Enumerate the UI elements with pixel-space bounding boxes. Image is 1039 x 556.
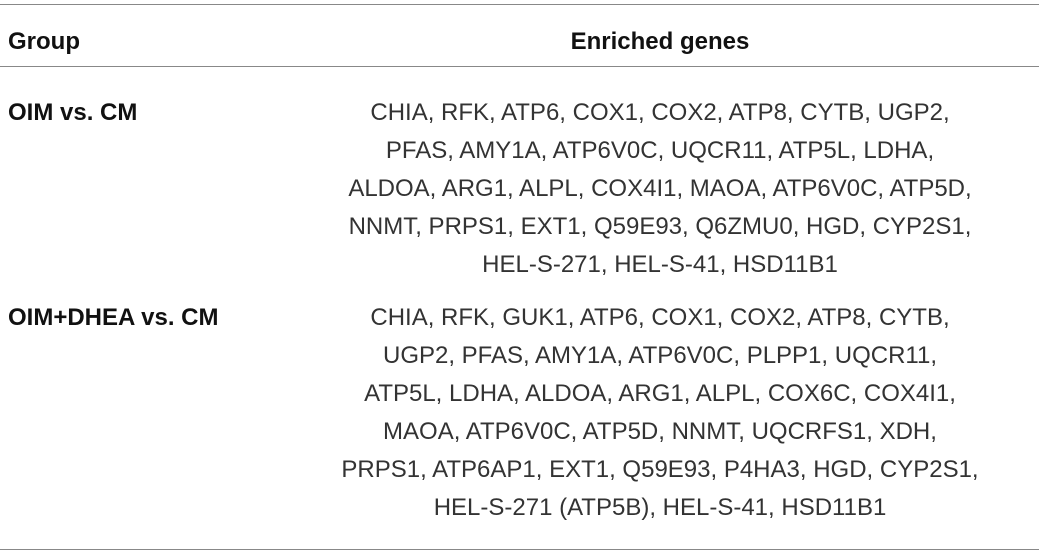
genes-line: HEL-S-271, HEL-S-41, HSD11B1 bbox=[482, 251, 838, 278]
genes-line: NNMT, PRPS1, EXT1, Q59E93, Q6ZMU0, HGD, … bbox=[348, 213, 972, 240]
header-cell: Enriched genes bbox=[570, 28, 750, 55]
genes-line: PFAS, AMY1A, ATP6V0C, UQCR11, ATP5L, LDH… bbox=[385, 137, 935, 164]
genes-line: PRPS1, ATP6AP1, EXT1, Q59E93, P4HA3, HGD… bbox=[341, 456, 979, 483]
genes-cell: CHIA, RFK, GUK1, ATP6, COX1, COX2, ATP8,… bbox=[280, 299, 1039, 527]
group-cell: OIM+DHEA vs. CM bbox=[8, 304, 219, 331]
genes-line: MAOA, ATP6V0C, ATP5D, NNMT, UQCRFS1, XDH… bbox=[383, 418, 937, 445]
genes-line: ATP5L, LDHA, ALDOA, ARG1, ALPL, COX6C, C… bbox=[364, 380, 956, 407]
genes-line: UGP2, PFAS, AMY1A, ATP6V0C, PLPP1, UQCR1… bbox=[382, 342, 937, 369]
header-rule bbox=[0, 66, 1039, 67]
genes-line: ALDOA, ARG1, ALPL, COX4I1, MAOA, ATP6V0C… bbox=[348, 175, 972, 202]
group-cell: OIM vs. CM bbox=[8, 99, 138, 126]
header-cell: Group bbox=[8, 28, 80, 55]
genes-line: CHIA, RFK, ATP6, COX1, COX2, ATP8, CYTB,… bbox=[370, 99, 950, 126]
genes-cell: CHIA, RFK, ATP6, COX1, COX2, ATP8, CYTB,… bbox=[280, 94, 1039, 284]
genes-line: HEL-S-271 (ATP5B), HEL-S-41, HSD11B1 bbox=[433, 494, 887, 521]
top-rule bbox=[0, 4, 1039, 5]
bottom-rule bbox=[0, 549, 1039, 550]
genes-line: CHIA, RFK, GUK1, ATP6, COX1, COX2, ATP8,… bbox=[370, 304, 950, 331]
